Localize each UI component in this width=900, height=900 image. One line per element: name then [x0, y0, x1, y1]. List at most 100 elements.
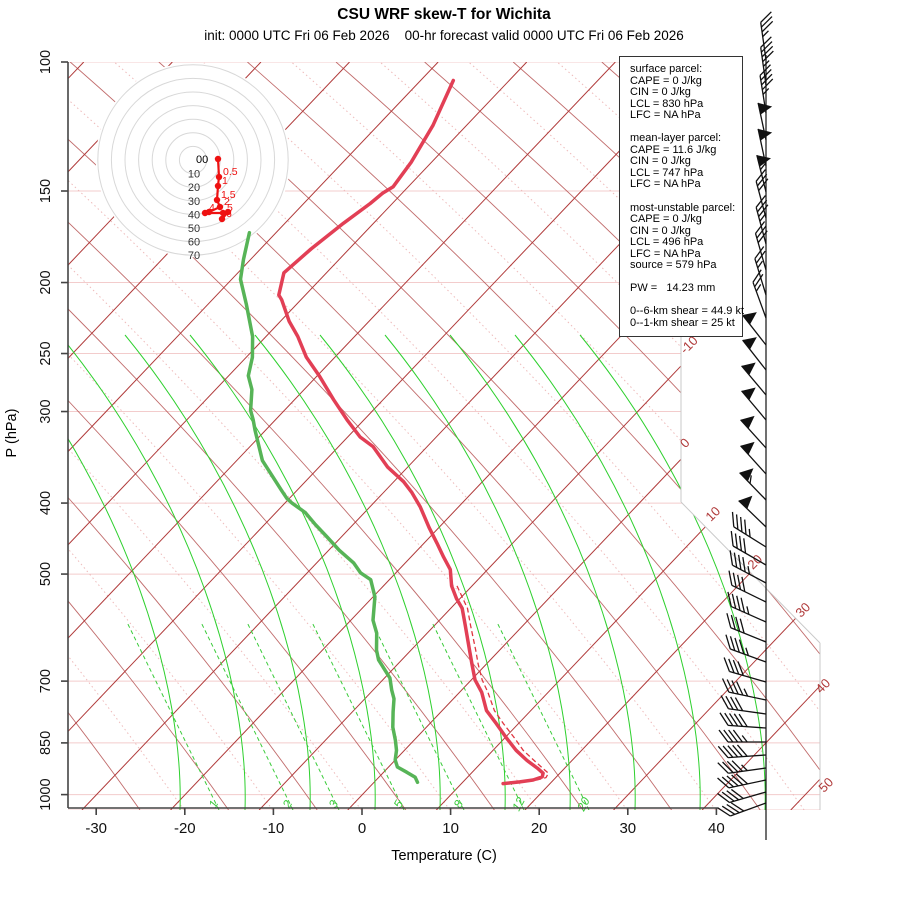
wind-barb [719, 712, 767, 729]
hodograph-ring-label: 10 [188, 169, 200, 181]
wind-barb [728, 570, 767, 603]
temperature-axis-title: Temperature (C) [391, 848, 497, 864]
parcel-curve-dashed [456, 585, 550, 784]
isotherm-edge-label: 40 [812, 675, 833, 696]
temperature-tick-label: -30 [85, 820, 107, 837]
info-panel-line: PW = 14.23 mm [630, 282, 716, 295]
info-panel-line: source = 579 hPa [630, 259, 717, 272]
info-panel-line: LFC = NA hPa [630, 178, 701, 191]
wind-barb [718, 729, 766, 743]
info-panel-line: CAPE = 11.6 J/kg [630, 143, 717, 156]
wind-barb [741, 387, 767, 421]
wind-barb [756, 154, 771, 193]
hodograph-height-label: 1.5 [221, 189, 236, 201]
chart-subtitle: init: 0000 UTC Fri 06 Feb 2026 00-hr for… [204, 28, 684, 43]
hodograph-ring-label: 40 [188, 209, 200, 221]
wind-barb [729, 550, 767, 584]
info-panel-line: mean-layer parcel: [630, 132, 722, 145]
chart-header: CSU WRF skew-T for Wichita init: 0000 UT… [0, 6, 888, 43]
wind-barb [740, 415, 767, 449]
hodograph-height-label: 0.5 [223, 166, 238, 178]
wind-barb [755, 195, 769, 245]
sounding-profiles [238, 78, 550, 786]
mixing-ratio-label: 20 [574, 795, 593, 815]
wind-barb [738, 495, 767, 528]
temperature-tick-label: 30 [619, 820, 636, 837]
dewpoint-curve [238, 230, 420, 785]
pressure-tick-label: 400 [38, 491, 54, 515]
info-panel-line: most-unstable parcel: [630, 201, 736, 214]
info-panel-line: CIN = 0 J/kg [630, 155, 691, 168]
info-panel-line: LFC = NA hPa [630, 109, 701, 122]
isotherm-edge-label: 50 [815, 774, 836, 795]
wind-barb [754, 221, 768, 271]
wind-barb [726, 613, 767, 643]
wind-barb [740, 441, 767, 475]
hodograph-ring-label: 70 [188, 250, 200, 262]
wind-barb [717, 788, 767, 804]
wind-barb [725, 634, 767, 663]
wind-barb [731, 511, 767, 548]
mixing-ratio-label: 12 [509, 795, 528, 814]
info-panel-line: CIN = 0 J/kg [630, 86, 691, 99]
temperature-tick-label: -10 [263, 820, 285, 837]
info-panel-line: surface parcel: [630, 63, 703, 75]
wind-barb [717, 802, 767, 817]
wind-barb [742, 312, 767, 346]
pressure-tick-label: 300 [38, 399, 54, 423]
hodograph-height-label: 5 [227, 202, 233, 214]
pressure-axis-title: P (hPa) [4, 409, 20, 458]
hodograph-ring-label: 50 [188, 223, 200, 235]
temperature-tick-label: -20 [174, 820, 196, 837]
parcel-info-panel: surface parcel: CAPE = 0 J/kg CIN = 0 J/kg… [619, 56, 744, 337]
wind-barb [741, 362, 767, 396]
hodograph-height-label: 2 [224, 196, 230, 208]
wind-barb [759, 64, 774, 114]
isotherm-edge-label: 30 [792, 599, 813, 620]
info-panel-line: LFC = NA hPa [630, 247, 701, 260]
info-panel-line: LCL = 496 hPa [630, 236, 704, 249]
pressure-tick-label: 700 [38, 669, 54, 693]
info-panel-line: LCL = 747 hPa [630, 166, 704, 179]
hodograph-ring-label: 30 [188, 196, 200, 208]
pressure-tick-label: 100 [38, 50, 54, 74]
temperature-tick-label: 0 [358, 820, 366, 837]
hodograph-ring-label: 20 [188, 182, 200, 194]
isotherm-edge-label: 10 [702, 503, 723, 524]
pressure-tick-label: 250 [38, 341, 54, 365]
skewt-background-grid [68, 62, 820, 810]
pressure-tick-label: 1000 [38, 778, 54, 810]
wind-barb [723, 657, 767, 683]
info-panel-line: 0--1-km shear = 25 kt [630, 317, 735, 330]
wind-barb [720, 695, 767, 715]
wind-barb [717, 773, 767, 789]
wind-barb [754, 246, 767, 296]
pressure-tick-label: 150 [38, 179, 54, 203]
wind-barb [755, 169, 769, 219]
hodograph-ring-label: 60 [188, 237, 200, 249]
temperature-curve [277, 78, 545, 786]
hodograph-height-label: 6 [226, 208, 232, 220]
wind-barb [730, 531, 767, 566]
info-panel-line: CAPE = 0 J/kg [630, 213, 702, 226]
hodograph-origin-label: 00 [196, 154, 208, 166]
wind-barb [721, 678, 767, 701]
wind-barb-column [717, 11, 774, 840]
hodograph-height-label: 1 [222, 175, 228, 187]
wind-barb [717, 744, 767, 759]
temperature-tick-label: 20 [531, 820, 548, 837]
info-panel-line [630, 191, 742, 203]
wind-barb [727, 591, 767, 623]
pressure-tick-label: 500 [38, 562, 54, 586]
isotherm-edge-label: 0 [677, 435, 693, 451]
temperature-tick-label: 40 [708, 820, 725, 837]
info-panel-line: LCL = 830 hPa [630, 97, 704, 110]
hodograph-height-label: 4 [209, 202, 215, 214]
wind-barb [742, 337, 767, 371]
temperature-tick-label: 10 [442, 820, 459, 837]
